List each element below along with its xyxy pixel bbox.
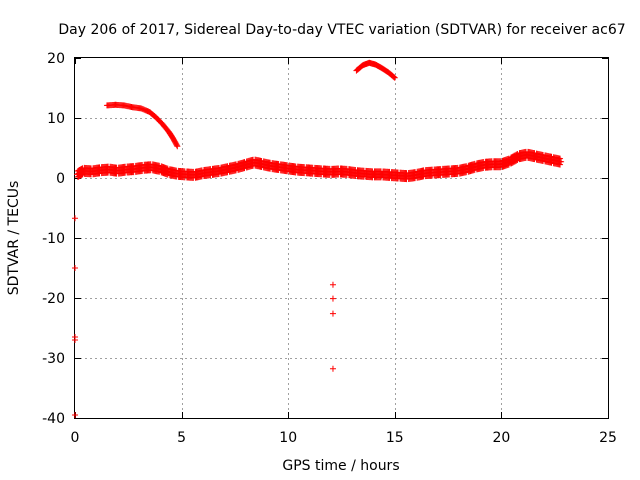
y-tick-label: -30 [42, 351, 65, 367]
upper-arc-point [174, 143, 181, 150]
y-tick-label: 10 [47, 111, 65, 127]
top-arc-point [391, 74, 397, 81]
outlier-point [72, 215, 78, 222]
outlier-point [329, 295, 336, 302]
x-tick-label: 15 [386, 430, 404, 446]
x-tick-label: 0 [71, 430, 80, 446]
main-band-point [557, 155, 564, 162]
y-tick-label: 20 [47, 51, 65, 67]
x-axis-label: GPS time / hours [282, 458, 399, 474]
outlier-point [72, 265, 78, 271]
x-tick-label: 5 [177, 430, 186, 446]
upper-arc-point [173, 142, 180, 149]
main-band-point [557, 161, 564, 168]
y-tick-label: -20 [42, 291, 65, 307]
tick-labels: 0 5 10 15 20 25 20 10 0 -10 -20 -30 -40 [42, 51, 617, 446]
main-band-point [513, 157, 520, 164]
x-tick-label: 20 [492, 430, 510, 446]
y-axis-label: SDTVAR / TECUs [6, 181, 22, 296]
chart-title: Day 206 of 2017, Sidereal Day-to-day VTE… [58, 22, 625, 38]
grid-lines [75, 58, 608, 418]
data-points [72, 59, 565, 418]
top-arc-point [391, 74, 398, 81]
outlier-point [72, 412, 78, 418]
y-tick-label: -40 [42, 411, 65, 427]
outlier-point [329, 310, 336, 317]
x-tick-label: 10 [279, 430, 297, 446]
x-tick-label: 25 [599, 430, 617, 446]
outlier-point [72, 337, 78, 343]
outlier-point [329, 365, 336, 372]
plot-frame [74, 57, 609, 419]
axis-ticks [75, 58, 609, 419]
outlier-point [329, 281, 336, 288]
y-tick-label: 0 [56, 171, 65, 187]
main-band-point [558, 158, 565, 165]
y-tick-label: -10 [42, 231, 65, 247]
